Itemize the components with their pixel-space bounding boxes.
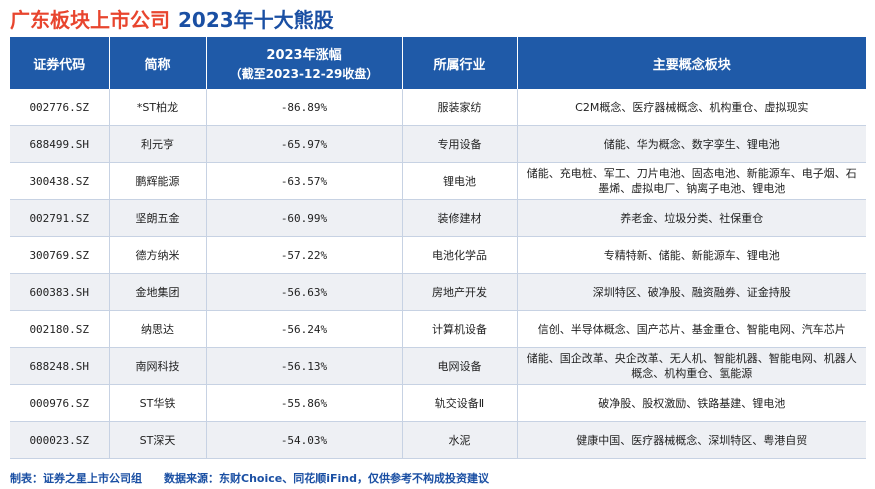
cell-change: -60.99% <box>206 199 403 237</box>
cell-name: 南网科技 <box>109 347 207 385</box>
table-row: 002791.SZ 坚朗五金 -60.99% 装修建材 养老金、垃圾分类、社保重… <box>10 199 866 237</box>
table-row: 002180.SZ 纳思达 -56.24% 计算机设备 信创、半导体概念、国产芯… <box>10 310 866 348</box>
header-change-line1: 2023年涨幅 <box>266 48 342 63</box>
cell-name: 利元亨 <box>109 125 207 163</box>
table-row: 000023.SZ ST深天 -54.03% 水泥 健康中国、医疗器械概念、深圳… <box>10 421 866 459</box>
cell-concepts: 储能、华为概念、数字孪生、锂电池 <box>517 125 866 163</box>
footer-producer: 制表：证券之星上市公司组 <box>10 472 142 485</box>
cell-code: 600383.SH <box>10 273 110 311</box>
cell-name: 德方纳米 <box>109 236 207 274</box>
page-title: 广东板块上市公司 2023年十大熊股 <box>10 6 334 34</box>
cell-industry: 水泥 <box>402 421 518 459</box>
cell-industry: 服装家纺 <box>402 89 518 126</box>
bear-stocks-table: 证券代码 简称 2023年涨幅 （截至2023-12-29收盘） 所属行业 主要… <box>10 37 866 459</box>
table-header-row: 证券代码 简称 2023年涨幅 （截至2023-12-29收盘） 所属行业 主要… <box>10 37 866 89</box>
table-row: 002776.SZ *ST柏龙 -86.89% 服装家纺 C2M概念、医疗器械概… <box>10 89 866 126</box>
table-row: 600383.SH 金地集团 -56.63% 房地产开发 深圳特区、破净股、融资… <box>10 273 866 311</box>
cell-industry: 锂电池 <box>402 162 518 200</box>
cell-name: 金地集团 <box>109 273 207 311</box>
table-row: 300438.SZ 鹏辉能源 -63.57% 锂电池 储能、充电桩、军工、刀片电… <box>10 162 866 200</box>
title-region: 广东板块上市公司 <box>10 8 170 32</box>
cell-code: 688248.SH <box>10 347 110 385</box>
cell-change: -86.89% <box>206 89 403 126</box>
cell-change: -55.86% <box>206 384 403 422</box>
cell-name: ST深天 <box>109 421 207 459</box>
cell-change: -57.22% <box>206 236 403 274</box>
cell-code: 002180.SZ <box>10 310 110 348</box>
cell-code: 300438.SZ <box>10 162 110 200</box>
cell-code: 000976.SZ <box>10 384 110 422</box>
cell-name: 鹏辉能源 <box>109 162 207 200</box>
title-subject: 2023年十大熊股 <box>178 8 334 32</box>
footer-note: 制表：证券之星上市公司组 数据来源：东财Choice、同花顺iFind，仅供参考不… <box>10 470 489 486</box>
cell-concepts: 信创、半导体概念、国产芯片、基金重仓、智能电网、汽车芯片 <box>517 310 866 348</box>
footer-source: 数据来源：东财Choice、同花顺iFind，仅供参考不构成投资建议 <box>164 472 489 485</box>
cell-concepts: 破净股、股权激励、铁路基建、锂电池 <box>517 384 866 422</box>
cell-name: ST华铁 <box>109 384 207 422</box>
cell-industry: 电池化学品 <box>402 236 518 274</box>
header-change: 2023年涨幅 （截至2023-12-29收盘） <box>206 37 403 89</box>
cell-change: -56.63% <box>206 273 403 311</box>
cell-name: 纳思达 <box>109 310 207 348</box>
cell-concepts: 健康中国、医疗器械概念、深圳特区、粤港自贸 <box>517 421 866 459</box>
cell-name: *ST柏龙 <box>109 89 207 126</box>
cell-concepts: C2M概念、医疗器械概念、机构重仓、虚拟现实 <box>517 89 866 126</box>
cell-change: -56.24% <box>206 310 403 348</box>
header-name: 简称 <box>109 37 207 89</box>
cell-change: -54.03% <box>206 421 403 459</box>
cell-industry: 专用设备 <box>402 125 518 163</box>
cell-concepts: 养老金、垃圾分类、社保重仓 <box>517 199 866 237</box>
header-industry: 所属行业 <box>402 37 518 89</box>
cell-industry: 装修建材 <box>402 199 518 237</box>
cell-code: 000023.SZ <box>10 421 110 459</box>
header-code: 证券代码 <box>10 37 110 89</box>
table-row: 300769.SZ 德方纳米 -57.22% 电池化学品 专精特新、储能、新能源… <box>10 236 866 274</box>
cell-industry: 轨交设备Ⅱ <box>402 384 518 422</box>
table-row: 688499.SH 利元亨 -65.97% 专用设备 储能、华为概念、数字孪生、… <box>10 125 866 163</box>
cell-industry: 电网设备 <box>402 347 518 385</box>
cell-change: -63.57% <box>206 162 403 200</box>
header-change-line2: （截至2023-12-29收盘） <box>229 67 379 81</box>
cell-industry: 房地产开发 <box>402 273 518 311</box>
cell-code: 300769.SZ <box>10 236 110 274</box>
cell-concepts: 储能、充电桩、军工、刀片电池、固态电池、新能源车、电子烟、石墨烯、虚拟电厂、钠离… <box>517 162 866 200</box>
table-row: 000976.SZ ST华铁 -55.86% 轨交设备Ⅱ 破净股、股权激励、铁路… <box>10 384 866 422</box>
cell-code: 002791.SZ <box>10 199 110 237</box>
cell-concepts: 深圳特区、破净股、融资融券、证金持股 <box>517 273 866 311</box>
cell-name: 坚朗五金 <box>109 199 207 237</box>
cell-code: 688499.SH <box>10 125 110 163</box>
cell-change: -56.13% <box>206 347 403 385</box>
table-row: 688248.SH 南网科技 -56.13% 电网设备 储能、国企改革、央企改革… <box>10 347 866 385</box>
cell-code: 002776.SZ <box>10 89 110 126</box>
cell-industry: 计算机设备 <box>402 310 518 348</box>
cell-concepts: 专精特新、储能、新能源车、锂电池 <box>517 236 866 274</box>
cell-concepts: 储能、国企改革、央企改革、无人机、智能机器、智能电网、机器人概念、机构重仓、氢能… <box>517 347 866 385</box>
header-concepts: 主要概念板块 <box>517 37 866 89</box>
cell-change: -65.97% <box>206 125 403 163</box>
